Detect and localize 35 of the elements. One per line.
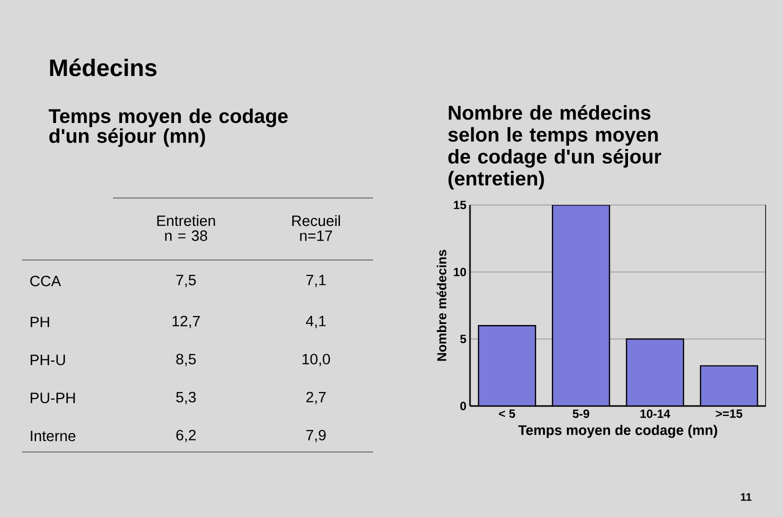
data-label: 12,7 xyxy=(172,316,200,328)
category-label: CCA xyxy=(30,276,62,286)
x-axis-title: Temps moyen de codage (mn) xyxy=(518,424,718,438)
data-label: 5,3 xyxy=(176,392,196,404)
data-label: 10,0 xyxy=(302,354,330,366)
text: Temps moyen de codage d'un séjour (mn) xyxy=(48,108,288,147)
data-label: 2,7 xyxy=(306,392,326,404)
category-label: PH-U xyxy=(30,354,65,366)
y-tick-label: 5 xyxy=(460,334,466,344)
data-label: 6,2 xyxy=(176,430,196,442)
y-axis-title: Nombre médecins xyxy=(436,250,446,361)
y-tick-label: 0 xyxy=(460,402,466,410)
bar xyxy=(626,338,684,406)
text: Médecins xyxy=(50,58,156,76)
data-label: 7,5 xyxy=(176,274,196,288)
x-tick-label: >=15 xyxy=(716,410,742,418)
text: Entretien n = 38 xyxy=(157,215,215,241)
bar xyxy=(552,204,610,406)
category-label: PH xyxy=(30,316,50,328)
text: Recueil n=17 xyxy=(292,215,340,241)
data-label: 7,1 xyxy=(306,274,326,288)
text: 11 xyxy=(740,493,752,501)
data-label: 4,1 xyxy=(306,316,326,328)
category-label: PU-PH xyxy=(30,392,75,404)
chart-title: Nombre de médecins selon le temps moyen de codage d'un séjour (entretien) xyxy=(448,105,662,190)
x-tick-label: 10-14 xyxy=(640,410,670,418)
y-tick-label: 10 xyxy=(454,268,466,276)
y-tick-label: 15 xyxy=(454,200,466,210)
category-label: Interne xyxy=(30,430,76,442)
bar xyxy=(478,325,536,406)
x-tick-label: 5-9 xyxy=(572,410,590,418)
x-tick-label: < 5 xyxy=(499,410,516,418)
data-label: 7,9 xyxy=(306,430,326,442)
bar xyxy=(700,365,758,406)
data-label: 8,5 xyxy=(176,354,196,366)
